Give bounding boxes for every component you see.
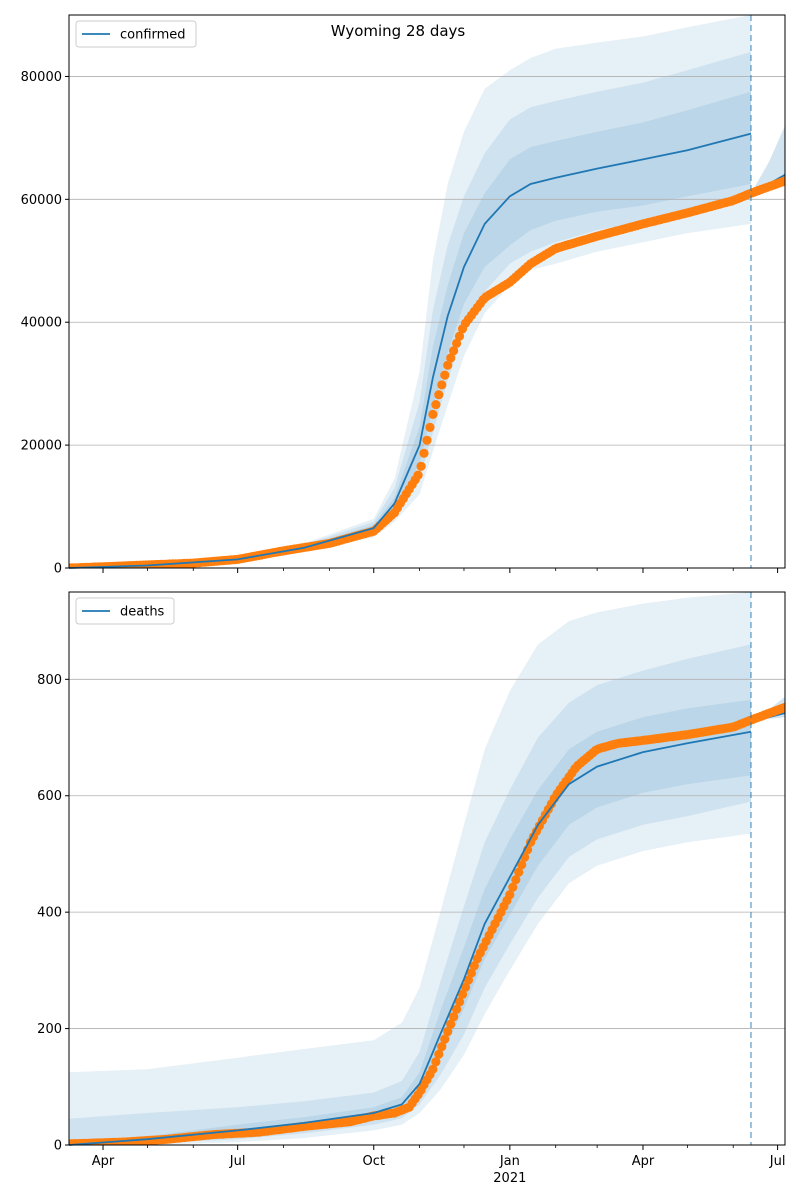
deaths-model-line [68, 730, 752, 1146]
x-tick-label: Jul [229, 1154, 246, 1169]
observed-point [514, 867, 524, 877]
uncertainty-band [69, 699, 751, 1145]
deaths-x-axis: Apr Jul Oct Jan Apr Jul 2021 [92, 1145, 786, 1186]
confirmed-legend: confirmed [75, 20, 197, 48]
confirmed-x-axis [102, 568, 779, 573]
observed-point [517, 860, 527, 870]
observed-point [437, 380, 447, 390]
y-tick-label: 80000 [21, 70, 62, 85]
observed-point [780, 702, 785, 712]
observed-point [454, 997, 465, 1007]
y-tick-label: 40000 [21, 316, 62, 331]
uncertainty-band [69, 15, 751, 568]
uncertainty-band [69, 91, 751, 568]
observed-point [416, 461, 426, 471]
confirmed-model-line [68, 132, 752, 569]
x-tick-label: Apr [632, 1154, 655, 1169]
y-tick-label: 60000 [21, 193, 62, 208]
observed-point [511, 875, 521, 885]
deaths-panel: 0 200 400 600 800 Apr Jul Oct Jan Apr Jul 2021 dea… [37, 591, 786, 1186]
y-tick-label: 20000 [21, 439, 62, 454]
forecast-band [751, 125, 785, 194]
observed-point [463, 975, 473, 985]
observed-point [434, 390, 444, 400]
observed-point [425, 422, 435, 432]
legend-label-deaths: deaths [120, 605, 165, 620]
observed-point [437, 1042, 447, 1052]
observed-point [508, 882, 518, 892]
y-tick-label: 200 [37, 1022, 62, 1037]
x-tick-label: Apr [92, 1154, 115, 1169]
deaths-y-axis: 0 200 400 600 800 [37, 673, 69, 1154]
x-year-label: 2021 [493, 1171, 526, 1186]
observed-point [434, 1049, 444, 1059]
observed-point [431, 1057, 441, 1067]
observed-point [440, 370, 450, 380]
observed-point [431, 400, 441, 410]
legend-box [75, 597, 175, 625]
figure-title: Wyoming 28 days [331, 22, 466, 40]
uncertainty-band [69, 592, 751, 1145]
observed-point [422, 435, 432, 445]
observed-point [452, 1004, 462, 1014]
observed-point [440, 1034, 450, 1044]
confirmed-gridlines [69, 76, 785, 446]
uncertainty-band [69, 644, 751, 1145]
legend-label-confirmed: confirmed [120, 28, 186, 43]
legend-box [75, 20, 197, 48]
observed-point [413, 470, 423, 480]
y-tick-label: 600 [37, 789, 62, 804]
y-tick-label: 800 [37, 673, 62, 688]
observed-point [460, 982, 471, 992]
observed-point [505, 890, 515, 900]
observed-point [469, 961, 479, 971]
observed-point [419, 448, 429, 458]
observed-point [443, 360, 453, 370]
observed-point [428, 409, 438, 419]
deaths-legend: deaths [75, 597, 175, 625]
deaths-gridlines [69, 678, 785, 1029]
observed-point [446, 353, 456, 363]
confirmed-y-axis: 0 20000 40000 60000 80000 [21, 70, 69, 577]
x-tick-label: Oct [363, 1154, 385, 1169]
deaths-axes-frame [68, 591, 786, 1146]
observed-point [428, 1064, 438, 1074]
y-tick-label: 400 [37, 906, 62, 921]
observed-point [452, 338, 462, 348]
observed-point [446, 1019, 456, 1029]
x-tick-label: Jul [769, 1154, 786, 1169]
y-tick-label: 0 [54, 562, 62, 577]
observed-point [449, 346, 459, 356]
observed-point [457, 989, 468, 1000]
observed-point [454, 331, 465, 341]
deaths-uncertainty-bands [69, 592, 785, 1145]
uncertainty-band [69, 51, 751, 568]
y-tick-label: 0 [54, 1139, 62, 1154]
x-tick-label: Jan [499, 1154, 520, 1169]
confirmed-panel: 0 20000 40000 60000 80000 confirmed [21, 14, 786, 577]
observed-point [443, 1026, 453, 1037]
observed-point [449, 1012, 459, 1022]
observed-point [780, 176, 785, 186]
confirmed-axes-frame [68, 14, 786, 569]
confirmed-uncertainty-bands [69, 15, 785, 568]
observed-point [466, 968, 476, 978]
